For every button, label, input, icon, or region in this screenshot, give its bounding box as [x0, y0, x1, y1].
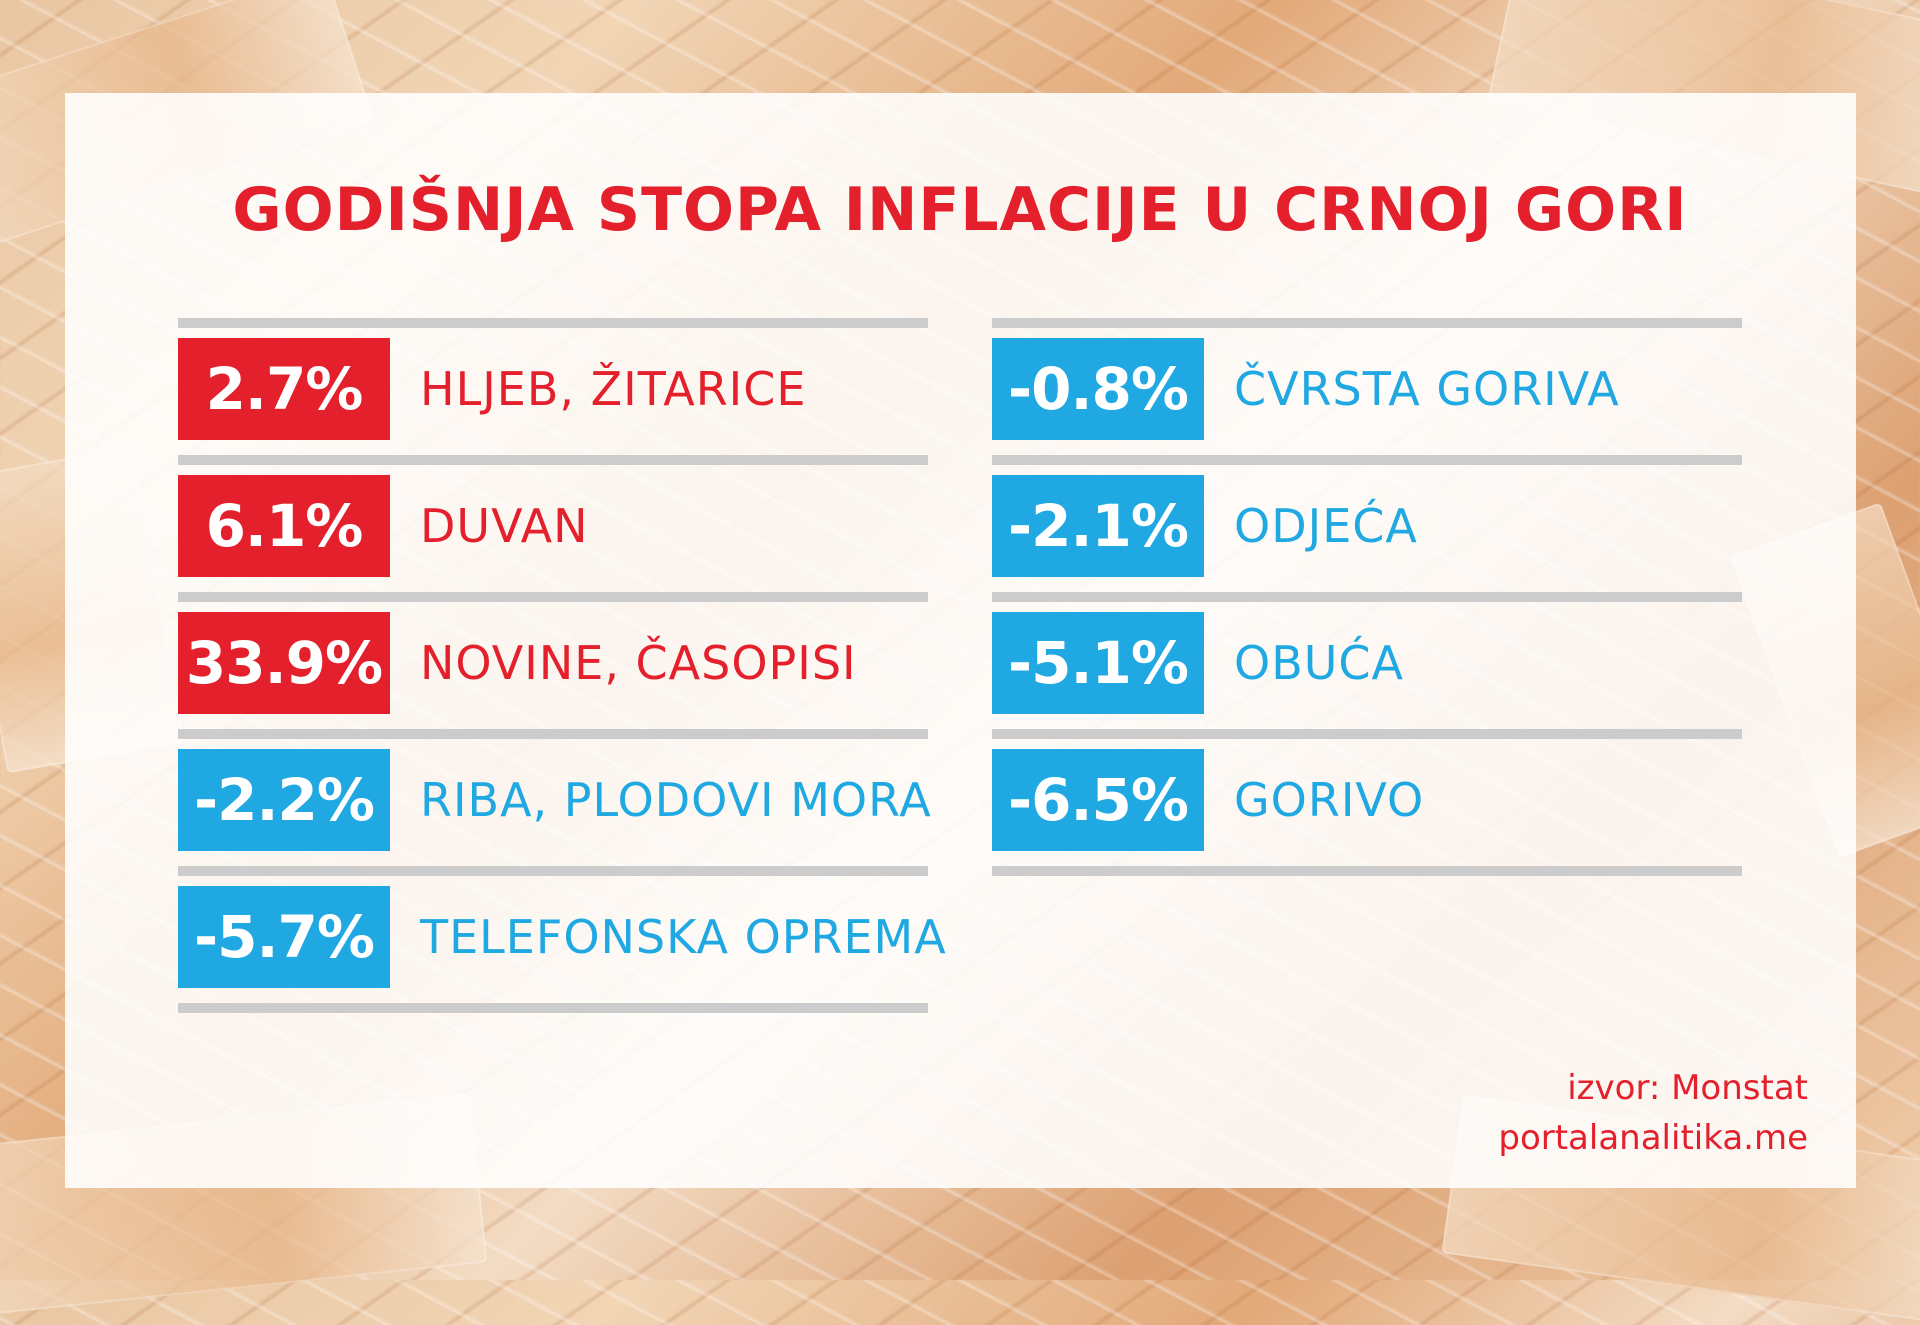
inflation-item: -2.2% RIBA, PLODOVI MORA — [178, 729, 931, 866]
divider-line — [178, 866, 928, 876]
inflation-item: -5.7% TELEFONSKA OPREMA — [178, 866, 946, 1003]
divider-line — [178, 318, 928, 328]
divider-line — [992, 592, 1742, 602]
divider-line — [178, 592, 928, 602]
category-label: TELEFONSKA OPREMA — [420, 910, 947, 964]
rate-badge: -2.2% — [178, 749, 390, 851]
rate-badge: -5.1% — [992, 612, 1204, 714]
inflation-item: 6.1% DUVAN — [178, 455, 928, 592]
website-line: portalanalitika.me — [1498, 1118, 1808, 1158]
divider-line — [178, 455, 928, 465]
category-label: RIBA, PLODOVI MORA — [420, 773, 932, 827]
source-line: izvor: Monstat — [1567, 1068, 1808, 1108]
source-credit: izvor: Monstat portalanalitika.me — [1498, 1063, 1808, 1163]
inflation-item: 2.7% HLJEB, ŽITARICE — [178, 318, 928, 455]
rate-badge: -2.1% — [992, 475, 1204, 577]
category-label: HLJEB, ŽITARICE — [420, 362, 807, 416]
rate-badge: -5.7% — [178, 886, 390, 988]
divider-line — [992, 729, 1742, 739]
rate-badge: 33.9% — [178, 612, 390, 714]
divider-line — [992, 866, 1742, 876]
right-column: -0.8% ČVRSTA GORIVA -2.1% ODJEĆA -5.1% OBUĆA -… — [992, 318, 1742, 876]
divider-line — [178, 1003, 928, 1013]
inflation-item: 33.9% NOVINE, ČASOPISI — [178, 592, 928, 729]
inflation-item: -0.8% ČVRSTA GORIVA — [992, 318, 1742, 455]
category-label: ODJEĆA — [1234, 499, 1418, 553]
page-title: GODIŠNJA STOPA INFLACIJE U CRNOJ GORI — [232, 175, 1688, 245]
category-label: OBUĆA — [1234, 636, 1405, 690]
category-label: NOVINE, ČASOPISI — [420, 636, 857, 690]
divider-line — [178, 729, 928, 739]
rate-badge: -0.8% — [992, 338, 1204, 440]
rate-badge: 2.7% — [178, 338, 390, 440]
rate-badge: 6.1% — [178, 475, 390, 577]
divider-line — [992, 455, 1742, 465]
left-column: 2.7% HLJEB, ŽITARICE 6.1% DUVAN 33.9% NOVINE,… — [178, 318, 946, 1013]
category-label: DUVAN — [420, 499, 589, 553]
divider-line — [992, 318, 1742, 328]
inflation-item: -6.5% GORIVO — [992, 729, 1742, 866]
category-label: GORIVO — [1234, 773, 1425, 827]
rate-badge: -6.5% — [992, 749, 1204, 851]
inflation-item: -2.1% ODJEĆA — [992, 455, 1742, 592]
category-label: ČVRSTA GORIVA — [1234, 362, 1620, 416]
inflation-item: -5.1% OBUĆA — [992, 592, 1742, 729]
